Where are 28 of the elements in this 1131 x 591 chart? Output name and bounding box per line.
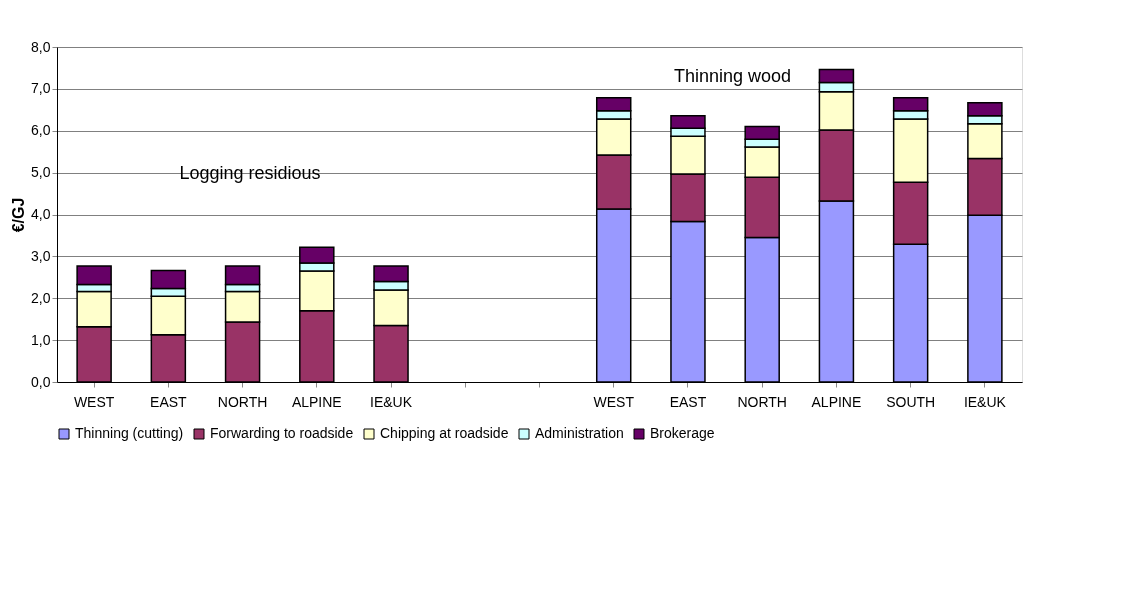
x-tick-label: SOUTH [886, 393, 936, 410]
legend-label: Thinning (cutting) [75, 425, 184, 441]
y-axis-title: €/GJ [10, 197, 28, 233]
y-tick-label: 6,0 [31, 122, 51, 139]
y-tick-label: 8,0 [31, 38, 51, 55]
y-tick-label: 1,0 [31, 331, 51, 348]
annotation: Thinning wood [673, 66, 792, 87]
y-tick-label: 7,0 [31, 80, 51, 97]
legend-label: Administration [535, 425, 624, 441]
annotation: Logging residious [179, 163, 321, 184]
y-tick-label: 3,0 [31, 247, 51, 264]
x-tick-label: IE&UK [370, 393, 413, 410]
legend-label: Brokerage [650, 425, 715, 441]
x-tick-label: WEST [593, 393, 635, 410]
x-tick-label: EAST [669, 393, 707, 410]
y-tick-label: 4,0 [31, 206, 51, 222]
legend-label: Forwarding to roadside [210, 425, 354, 441]
x-tick-label: NORTH [217, 393, 268, 410]
x-tick-label: EAST [150, 393, 188, 410]
y-tick-label: 2,0 [31, 289, 51, 306]
x-tick-label: ALPINE [291, 393, 342, 410]
x-tick-label: WEST [73, 393, 115, 410]
x-tick-label: ALPINE [811, 393, 862, 410]
y-tick-label: 5,0 [31, 164, 51, 181]
y-tick-label: 0,0 [31, 373, 51, 390]
x-tick-label: IE&UK [963, 393, 1007, 410]
legend-label: Chipping at roadside [380, 425, 509, 441]
x-tick-label: NORTH [737, 393, 787, 410]
